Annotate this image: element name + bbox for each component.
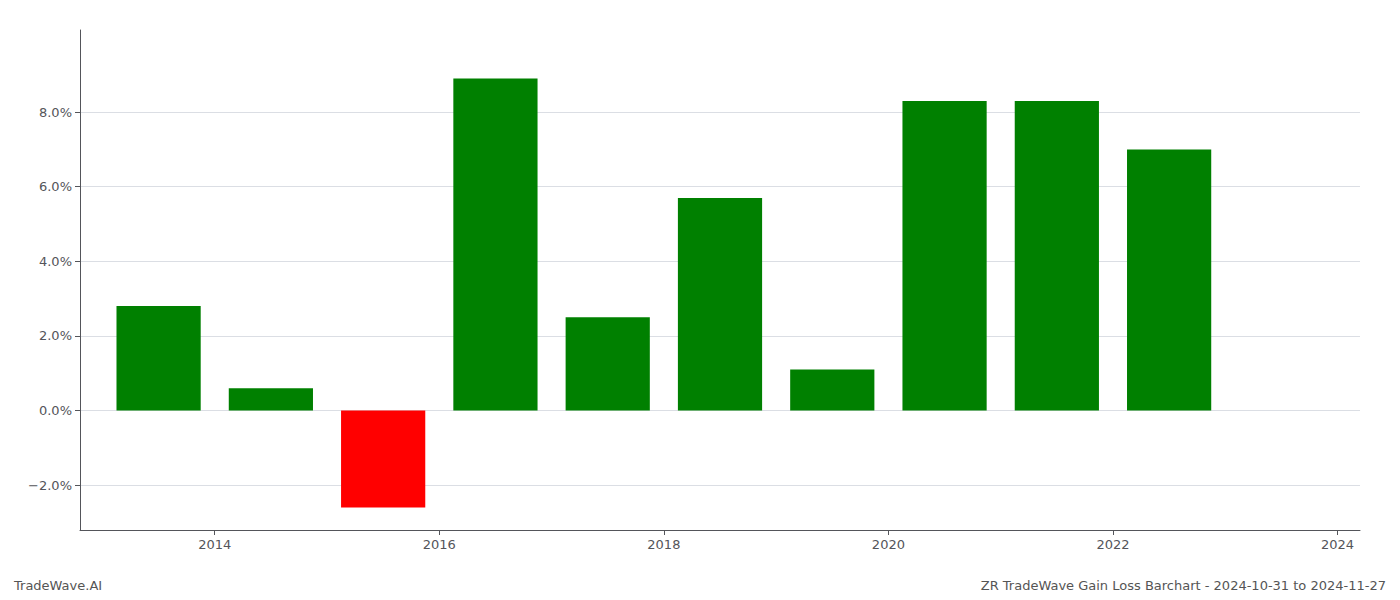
svg-text:8.0%: 8.0% xyxy=(39,105,72,120)
svg-text:0.0%: 0.0% xyxy=(39,403,72,418)
svg-text:2016: 2016 xyxy=(423,537,456,552)
svg-text:2022: 2022 xyxy=(1096,537,1129,552)
svg-text:2020: 2020 xyxy=(872,537,905,552)
svg-text:2014: 2014 xyxy=(198,537,231,552)
svg-text:2018: 2018 xyxy=(647,537,680,552)
svg-text:2024: 2024 xyxy=(1321,537,1354,552)
svg-text:TradeWave.AI: TradeWave.AI xyxy=(13,578,102,593)
svg-text:2.0%: 2.0% xyxy=(39,328,72,343)
svg-text:ZR TradeWave Gain Loss Barchar: ZR TradeWave Gain Loss Barchart - 2024-1… xyxy=(981,578,1386,593)
svg-text:−2.0%: −2.0% xyxy=(28,478,72,493)
svg-text:6.0%: 6.0% xyxy=(39,179,72,194)
svg-text:4.0%: 4.0% xyxy=(39,254,72,269)
